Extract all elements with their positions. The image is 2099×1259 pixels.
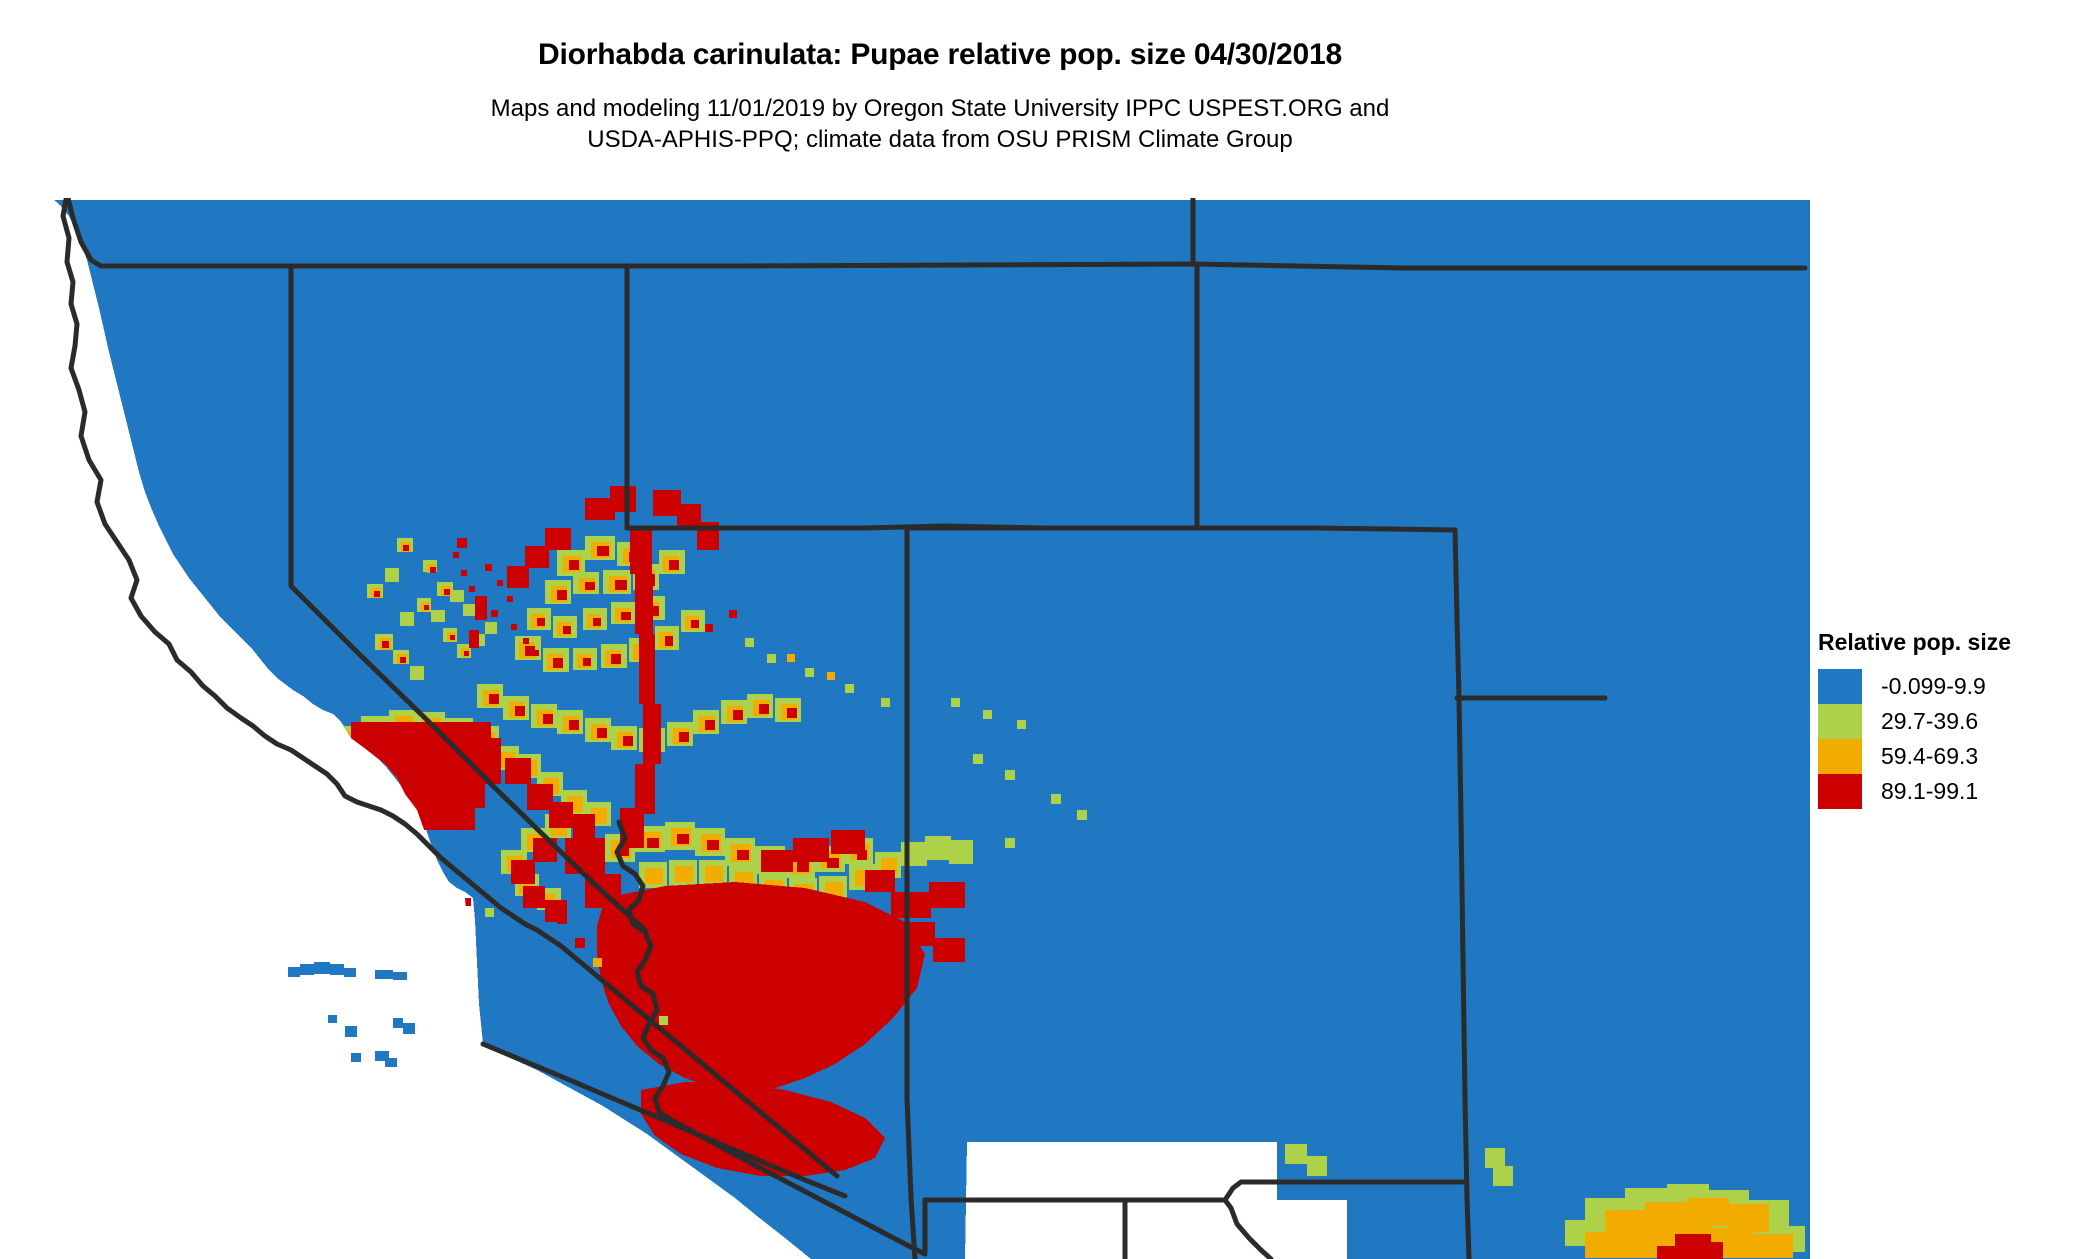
boundary-az-nm xyxy=(904,525,918,1259)
boundary-nm-co xyxy=(904,525,1458,533)
subtitle-line-2: USDA-APHIS-PPQ; climate data from OSU PR… xyxy=(587,126,1293,154)
page-subtitle: Maps and modeling 11/01/2019 by Oregon S… xyxy=(0,71,1880,155)
land-base-layer xyxy=(54,200,1810,1259)
title-block: Diorhabda carinulata: Pupae relative pop… xyxy=(0,0,1880,155)
boundary-az-mexico xyxy=(668,1117,928,1257)
legend-item-0[interactable]: -0.099-9.9 xyxy=(1818,669,2088,705)
legend-swatch-icon-3 xyxy=(1818,774,1862,810)
legend-swatch-icon-2 xyxy=(1818,739,1862,775)
coastline-california xyxy=(60,198,840,1179)
legend-swatch-icon-0 xyxy=(1818,669,1862,705)
legend-item-1[interactable]: 29.7-39.6 xyxy=(1818,704,2088,740)
page-title: Diorhabda carinulata: Pupae relative pop… xyxy=(538,38,1342,71)
legend-swatch-icon-1 xyxy=(1818,704,1862,740)
legend-item-2[interactable]: 59.4-69.3 xyxy=(1818,739,2088,775)
legend-item-3[interactable]: 89.1-99.1 xyxy=(1818,774,2088,810)
land-polygon-main xyxy=(54,200,1810,1259)
legend-entries: -0.099-9.9 29.7-39.6 59.4-69.3 89.1-99.1 xyxy=(1818,669,2088,810)
legend-label-3: 89.1-99.1 xyxy=(1881,778,1979,805)
raster-speckle xyxy=(463,610,1087,1025)
boundary-nm-mexico xyxy=(922,1179,1466,1257)
map-canvas xyxy=(45,198,1810,1259)
boundary-ca-nv xyxy=(288,263,648,933)
relative-population-raster xyxy=(333,486,1805,1259)
boundary-ca-or xyxy=(65,198,748,269)
channel-islands xyxy=(288,962,415,1067)
legend-title: Relative pop. size xyxy=(1818,629,2012,655)
raster-class-89-99 xyxy=(341,486,1723,1259)
boundary-bootheel-east xyxy=(1222,1197,1274,1259)
state-boundaries xyxy=(60,198,1808,1259)
legend-label-2: 59.4-69.3 xyxy=(1881,743,1979,770)
boundary-north-east xyxy=(742,261,1808,271)
subtitle-line-1: Maps and modeling 11/01/2019 by Oregon S… xyxy=(490,95,1390,122)
boundary-nm-tx xyxy=(1452,527,1472,1259)
map-panel xyxy=(45,198,1810,1259)
legend-label-0: -0.099-9.9 xyxy=(1881,673,1986,700)
map-legend: Relative pop. size -0.099-9.9 29.7-39.6 … xyxy=(1818,629,2088,810)
legend-label-1: 29.7-39.6 xyxy=(1881,708,1979,735)
boundary-colorado-river xyxy=(614,819,674,1123)
